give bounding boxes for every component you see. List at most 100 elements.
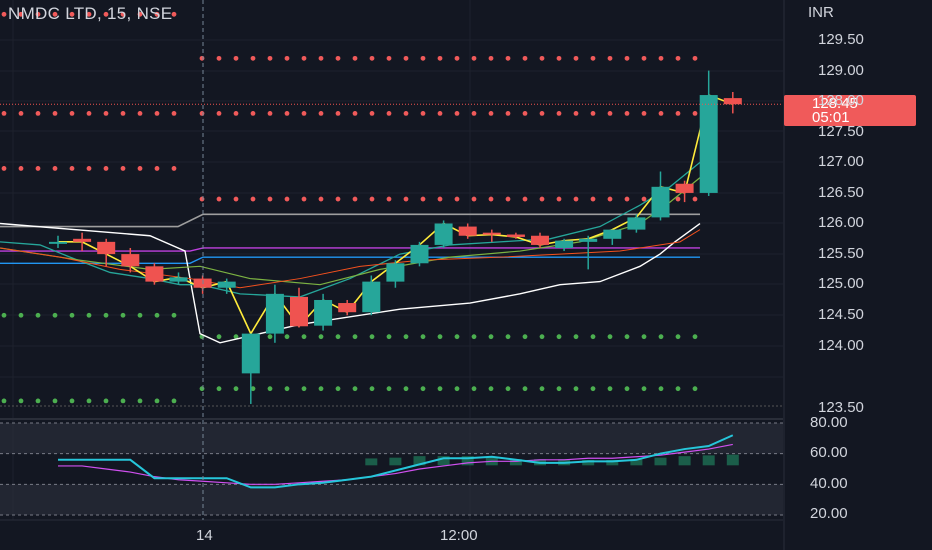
support-dot — [171, 312, 177, 318]
support-dot — [233, 334, 239, 340]
resistance-dot — [120, 166, 126, 171]
resistance-dot — [692, 55, 698, 61]
oscillator-tick-label: 40.00 — [810, 475, 848, 492]
support-dot — [454, 386, 460, 392]
resistance-dot — [1, 166, 7, 171]
support-dot — [590, 386, 596, 392]
support-dot — [641, 386, 647, 392]
support-dot — [267, 386, 273, 392]
histogram-bar — [509, 459, 522, 466]
support-dot — [137, 398, 143, 404]
resistance-dot — [590, 55, 596, 61]
oscillator-line — [58, 434, 734, 489]
support-dot — [352, 334, 358, 340]
resistance-dot — [624, 196, 630, 202]
candle-body-up — [241, 333, 260, 374]
support-dot — [369, 386, 375, 392]
candle-body-up — [314, 299, 333, 326]
resistance-dot — [86, 11, 92, 17]
oscillator-tick-label: 60.00 — [810, 444, 848, 461]
support-dot — [573, 386, 579, 392]
resistance-dot — [52, 11, 58, 17]
resistance-dot — [437, 196, 443, 202]
resistance-dot — [573, 55, 579, 61]
resistance-dot — [352, 196, 358, 202]
candles — [49, 70, 742, 404]
resistance-dot — [539, 55, 545, 61]
symbol-title[interactable]: NMDC LTD, 15, NSE — [8, 4, 173, 23]
resistance-dot — [352, 55, 358, 61]
currency-label[interactable]: INR — [808, 4, 834, 21]
support-dot — [573, 334, 579, 340]
resistance-dot — [1, 11, 7, 17]
support-dot — [471, 386, 477, 392]
support-dot — [692, 334, 698, 340]
candle-body-up — [49, 241, 67, 244]
resistance-dot — [386, 111, 392, 116]
support-dot — [103, 398, 109, 404]
support-dot — [52, 398, 58, 404]
resistance-dot — [86, 166, 92, 171]
histogram-bar — [630, 459, 643, 466]
support-dot — [539, 386, 545, 392]
resistance-dot — [573, 196, 579, 202]
resistance-dot — [488, 111, 494, 116]
resistance-dot — [154, 11, 160, 17]
resistance-dot — [369, 196, 375, 202]
resistance-dot — [624, 111, 630, 116]
candle-body-down — [121, 254, 140, 267]
resistance-dot — [267, 111, 273, 116]
resistance-dot — [539, 111, 545, 116]
support-dot — [86, 312, 92, 318]
time-tick-label: 14 — [196, 527, 213, 544]
support-dot — [488, 386, 494, 392]
resistance-dot — [590, 111, 596, 116]
support-dot — [18, 398, 24, 404]
support-dot — [641, 334, 647, 340]
candle-body-down — [73, 238, 92, 242]
resistance-dot — [199, 55, 205, 61]
candle-body-down — [531, 235, 549, 245]
last-price-value: 128.45 — [812, 95, 858, 112]
histogram-bar — [678, 456, 691, 466]
resistance-dot — [233, 111, 239, 116]
support-dot — [437, 334, 443, 340]
support-dot — [386, 386, 392, 392]
resistance-dot — [556, 111, 562, 116]
support-dot — [539, 334, 545, 340]
histogram-bar — [654, 457, 667, 466]
histogram-bar — [702, 455, 715, 466]
support-dot — [250, 386, 256, 392]
support-dot — [86, 398, 92, 404]
resistance-dot — [216, 55, 222, 61]
support-dot — [35, 312, 41, 318]
resistance-dot — [488, 196, 494, 202]
crosshair — [0, 0, 783, 520]
support-dot — [590, 334, 596, 340]
resistance-dot — [675, 111, 681, 116]
resistance-dot — [607, 111, 613, 116]
support-dot — [420, 334, 426, 340]
red-ma-line — [0, 229, 701, 289]
support-dot — [556, 386, 562, 392]
support-dot — [505, 334, 511, 340]
candle-body-down — [458, 226, 477, 236]
resistance-dot — [420, 111, 426, 116]
price-tick-label: 124.50 — [818, 306, 864, 323]
resistance-dot — [624, 55, 630, 61]
candle-body-up — [603, 229, 622, 239]
oversold-band — [0, 484, 783, 515]
support-dot — [318, 334, 324, 340]
level-dots — [1, 11, 698, 404]
resistance-dot — [216, 196, 222, 202]
resistance-dot — [658, 111, 664, 116]
candle-body-down — [338, 303, 357, 313]
resistance-dot — [301, 196, 307, 202]
oscillator-tick-label: 80.00 — [810, 414, 848, 431]
resistance-dot — [120, 11, 126, 17]
price-tick-label: 126.00 — [818, 214, 864, 231]
support-dot — [335, 386, 341, 392]
resistance-dot — [641, 111, 647, 116]
resistance-dot — [369, 55, 375, 61]
